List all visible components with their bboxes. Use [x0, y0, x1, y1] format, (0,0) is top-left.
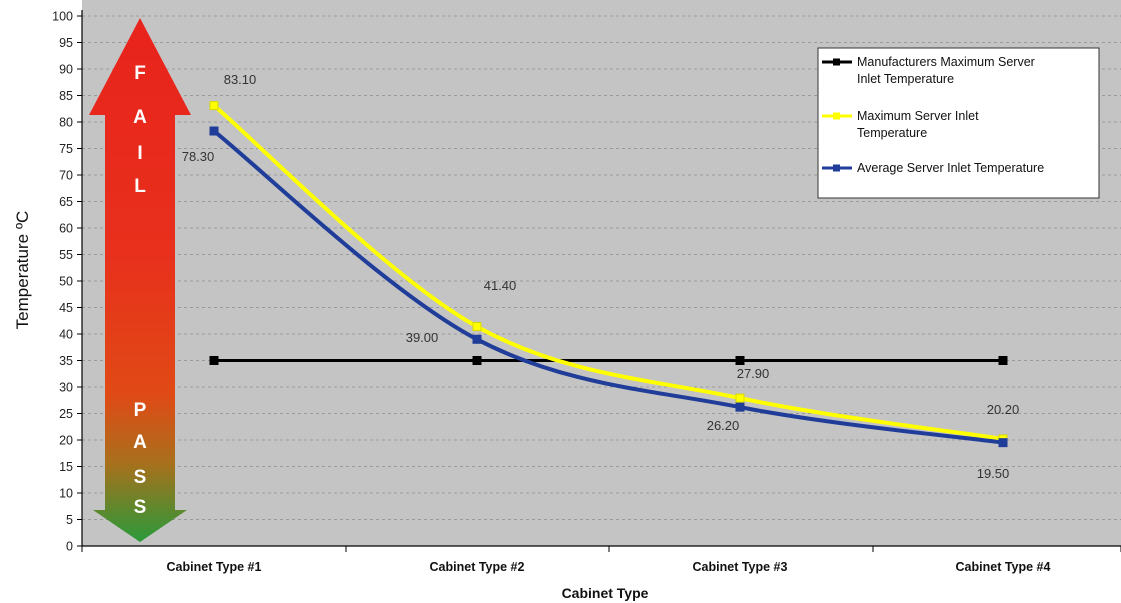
- data-point: [998, 356, 1008, 365]
- series: [209, 101, 1008, 448]
- legend-entry-line: Temperature: [857, 126, 927, 140]
- data-label: 20.20: [987, 402, 1020, 417]
- fail-letter-1: F: [134, 63, 146, 84]
- data-point: [472, 334, 482, 344]
- legend-entry: Maximum Server Inlet Temperature: [857, 109, 979, 140]
- data-point: [209, 356, 219, 365]
- legend-entry: Average Server Inlet Temperature: [857, 161, 1044, 175]
- y-tick-label: 80: [59, 116, 73, 130]
- y-tick-label: 10: [59, 487, 73, 501]
- data-label: 26.20: [707, 418, 740, 433]
- y-tick-label: 60: [59, 222, 73, 236]
- data-point: [735, 402, 745, 412]
- legend-entry-line: Average Server Inlet Temperature: [857, 161, 1044, 175]
- y-tick-label: 65: [59, 195, 73, 209]
- y-tick-label: 30: [59, 381, 73, 395]
- legend-entry-line: Manufacturers Maximum Server: [857, 55, 1035, 69]
- data-point: [472, 322, 482, 332]
- data-labels: 83.10 41.40 27.90 20.20 78.30 39.00 26.20 19.50: [182, 72, 1020, 481]
- legend-entry-line: Inlet Temperature: [857, 72, 954, 86]
- legend-swatch-marker: [833, 58, 840, 66]
- pass-letter-4: S: [134, 497, 147, 518]
- data-label: 27.90: [737, 366, 770, 381]
- y-tick-label: 20: [59, 434, 73, 448]
- y-tick-label: 40: [59, 328, 73, 342]
- x-tick-label: Cabinet Type #3: [693, 560, 788, 574]
- legend: Manufacturers Maximum Server Inlet Temper…: [817, 47, 1100, 199]
- y-tick-label: 75: [59, 142, 73, 156]
- y-tick-label: 85: [59, 89, 73, 103]
- y-tick-label: 50: [59, 275, 73, 289]
- fail-pass-arrow: F A I L P A S S: [89, 18, 191, 542]
- fail-letter-2: A: [133, 107, 147, 128]
- data-point: [209, 126, 219, 136]
- x-axis-title: Cabinet Type: [562, 585, 649, 601]
- y-tick-label: 70: [59, 169, 73, 183]
- fail-letter-3: I: [137, 143, 142, 164]
- y-tick-label: 0: [66, 540, 73, 554]
- x-tick-label: Cabinet Type #1: [167, 560, 262, 574]
- legend-entry: Manufacturers Maximum Server Inlet Temper…: [857, 55, 1035, 86]
- y-axis-title: Temperature ºC: [13, 211, 32, 330]
- y-tick-label: 55: [59, 248, 73, 262]
- legend-swatch-marker: [833, 164, 840, 172]
- pass-letter-1: P: [134, 400, 147, 421]
- fail-letter-4: L: [134, 176, 146, 197]
- y-tick-label: 95: [59, 36, 73, 50]
- x-tick-label: Cabinet Type #2: [430, 560, 525, 574]
- data-point: [735, 356, 745, 365]
- pass-letter-2: A: [133, 432, 147, 453]
- pass-letter-3: S: [134, 467, 147, 488]
- data-label: 39.00: [406, 330, 439, 345]
- legend-box: [817, 47, 1100, 199]
- y-tick-label: 5: [66, 513, 73, 527]
- x-tick-label: Cabinet Type #4: [956, 560, 1051, 574]
- data-label: 19.50: [977, 466, 1010, 481]
- data-point: [735, 393, 745, 403]
- y-tick-label: 45: [59, 301, 73, 315]
- data-label: 41.40: [484, 278, 517, 293]
- data-point: [472, 356, 482, 365]
- y-tick-label: 90: [59, 63, 73, 77]
- series-line: [212, 103, 1005, 441]
- legend-swatch-marker: [833, 112, 840, 120]
- fail-pass-arrow-shape: [89, 18, 191, 542]
- y-tick-label: 15: [59, 460, 73, 474]
- y-tick-label: 100: [52, 10, 73, 24]
- data-label: 83.10: [224, 72, 257, 87]
- data-point: [209, 101, 219, 111]
- axes: 0 5 10 15 20 25 30 35 40 45 50 55 60 65 70 75 80 85 90 95 10…: [52, 10, 1121, 574]
- series-line: [212, 129, 1005, 445]
- data-point: [998, 438, 1008, 448]
- y-tick-label: 25: [59, 407, 73, 421]
- y-tick-label: 35: [59, 354, 73, 368]
- data-label: 78.30: [182, 149, 215, 164]
- legend-entry-line: Maximum Server Inlet: [857, 109, 979, 123]
